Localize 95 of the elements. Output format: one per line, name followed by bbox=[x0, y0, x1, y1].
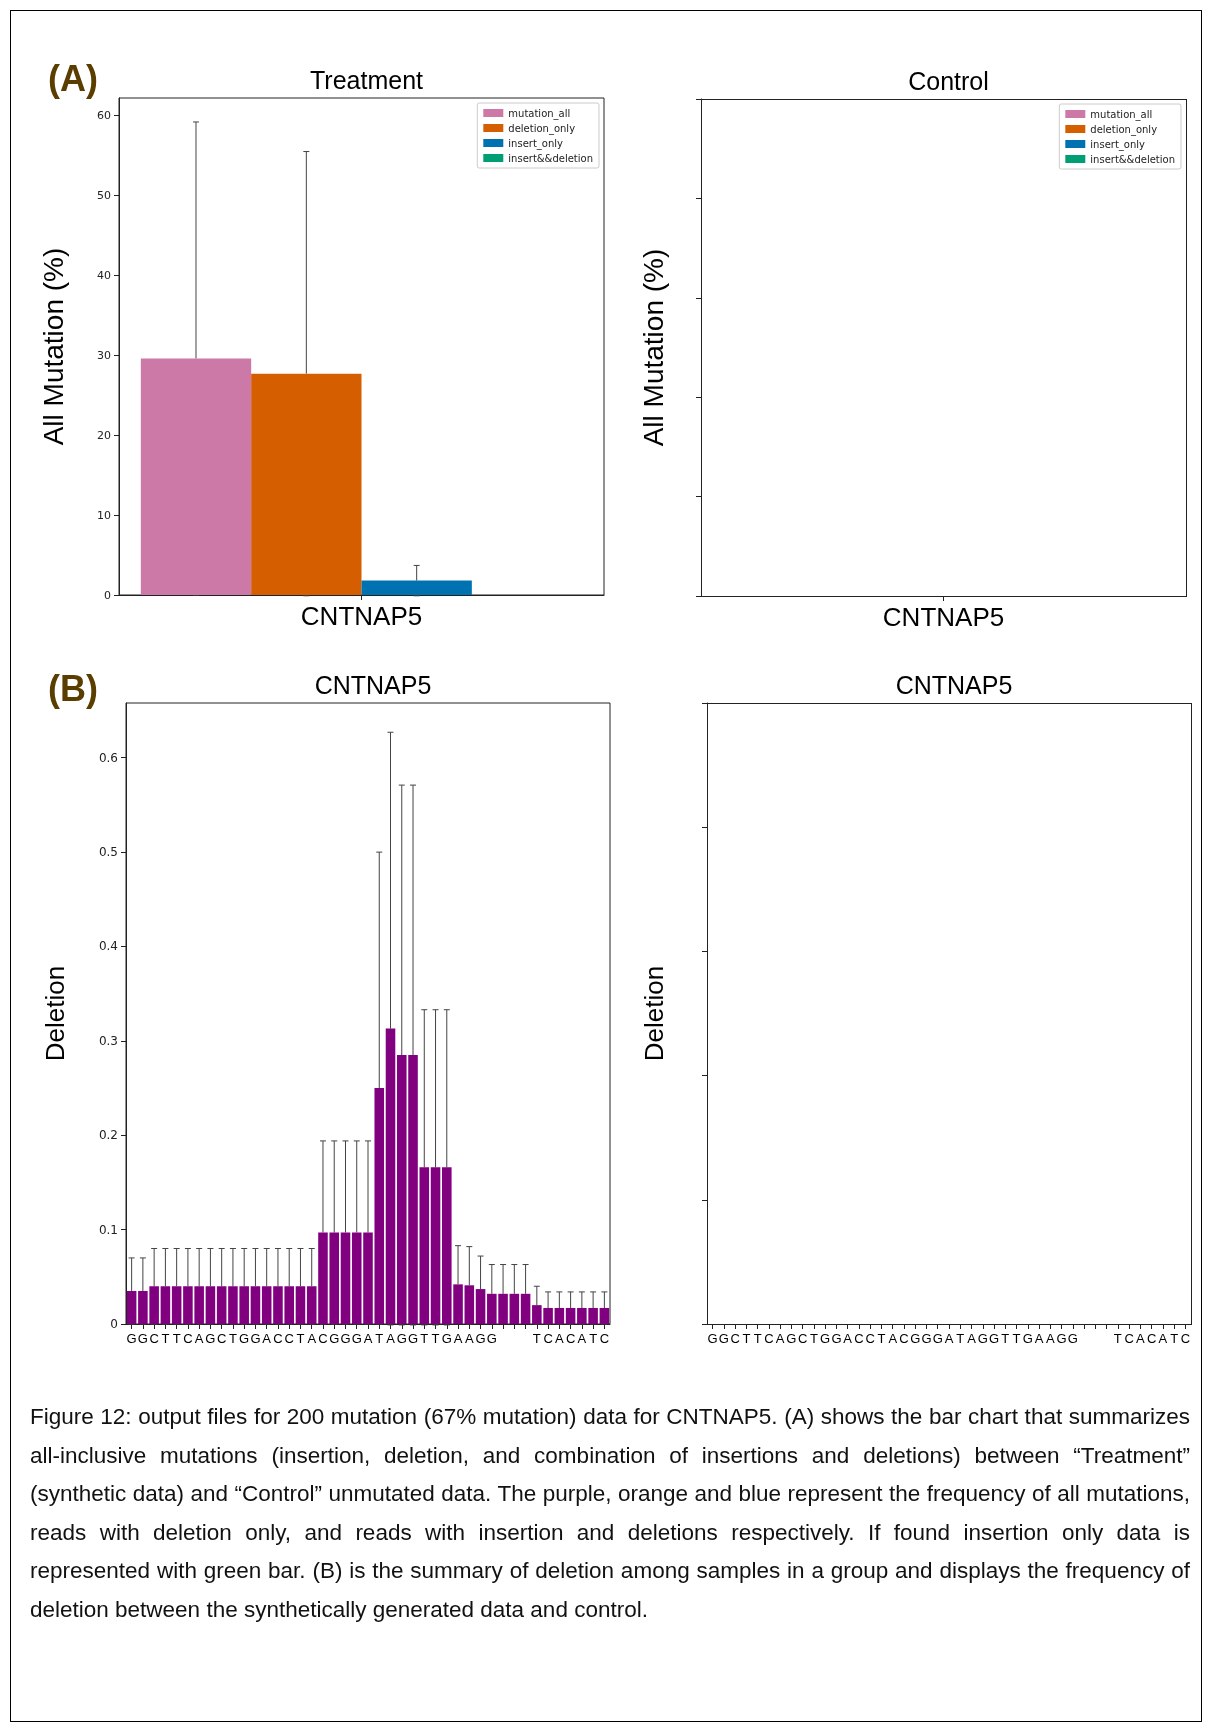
x-tick-label: A bbox=[386, 1331, 396, 1346]
caption: Figure 12: output files for 200 mutation (67% mutation) data for CNTNAP5. (A) shows the bar chart that summarizes all-inclusive mutations (insertion, deletion, and combination of insertions and deletions) between “Treatment” (synthetic data) and “Control” unmutated data. The purple, orange and blue represent the frequency of all mutations, reads with deletion only, and reads with insertion and deletions respectively. If found insertion only data is represented with green bar. (B) is the summary of deletion among samples in a group and displays the frequency of deletion between the synthetically generated data and control. bbox=[30, 1403, 1190, 1624]
y-tick-label: 20 bbox=[97, 428, 111, 442]
bar bbox=[565, 1307, 576, 1324]
legend-label: mutation_all bbox=[508, 107, 571, 120]
bar bbox=[171, 1286, 182, 1324]
legend-label: insert&&deletion bbox=[508, 152, 594, 164]
x-tick-label: G bbox=[126, 1331, 137, 1346]
bar bbox=[160, 1286, 171, 1324]
y-tick-label: 0 bbox=[104, 588, 111, 602]
x-tick-label: T bbox=[161, 1331, 170, 1346]
x-tick-label: C bbox=[599, 1331, 610, 1346]
x-tick-label: G bbox=[329, 1331, 340, 1346]
x-tick-label: T bbox=[375, 1331, 384, 1346]
x-tick-label: G bbox=[250, 1331, 261, 1346]
bar bbox=[126, 1290, 137, 1324]
bar bbox=[340, 1232, 351, 1324]
y-tick-label: 0.3 bbox=[98, 1033, 118, 1048]
legend-label: mutation_all bbox=[1090, 108, 1153, 121]
text: All Mutation (%) bbox=[637, 248, 669, 447]
bar bbox=[216, 1286, 227, 1324]
bar bbox=[251, 373, 362, 595]
bar bbox=[205, 1286, 216, 1324]
x-tick-label: A bbox=[363, 1331, 373, 1346]
x-tick-label: C bbox=[149, 1331, 159, 1346]
x-tick-label: C bbox=[273, 1331, 283, 1346]
x-tick-label: G bbox=[407, 1331, 419, 1346]
x-tick-label: A bbox=[555, 1331, 565, 1346]
x-tick-label: G bbox=[239, 1331, 250, 1346]
x-tick-label: C bbox=[284, 1331, 294, 1346]
bar bbox=[475, 1289, 486, 1324]
bar bbox=[140, 358, 252, 595]
y-tick-label: 0.1 bbox=[98, 1222, 118, 1237]
y-axis-title: All Mutation (%) bbox=[37, 247, 69, 446]
bar bbox=[520, 1293, 531, 1324]
y-tick-label: 0.4 bbox=[98, 939, 118, 954]
x-tick-label: A bbox=[307, 1331, 317, 1346]
x-tick-label: C bbox=[183, 1331, 193, 1346]
bar bbox=[430, 1167, 441, 1324]
x-tick-label: T bbox=[228, 1331, 237, 1346]
chart-title: Treatment bbox=[309, 65, 424, 94]
x-tick-label: A bbox=[453, 1331, 463, 1346]
y-tick-label: 0 bbox=[110, 1317, 118, 1331]
x-tick-label: A bbox=[262, 1331, 272, 1346]
x-tick-label: G bbox=[486, 1331, 497, 1346]
text: CNTNAP5 bbox=[895, 670, 1013, 699]
legend-label: deletion_only bbox=[1090, 123, 1158, 136]
x-tick-label: T bbox=[589, 1331, 598, 1346]
bar bbox=[361, 580, 472, 595]
legend-label: insert_only bbox=[508, 137, 564, 150]
bar bbox=[509, 1293, 520, 1324]
y-tick-label: 40 bbox=[97, 268, 111, 282]
x-tick-label: A bbox=[194, 1331, 204, 1346]
x-tick-label: T bbox=[296, 1331, 305, 1346]
chart-title: CNTNAP5 bbox=[314, 670, 432, 699]
y-tick-label: 0.6 bbox=[98, 750, 118, 765]
category-label: CNTNAP5 bbox=[882, 602, 1005, 632]
x-tick-label: G bbox=[340, 1331, 351, 1346]
x-tick-label: T bbox=[532, 1331, 541, 1346]
x-tick-label: T bbox=[431, 1331, 440, 1346]
x-tick-label: G bbox=[205, 1331, 216, 1346]
x-tick-label: T bbox=[420, 1331, 429, 1346]
x-tick-label: A bbox=[577, 1331, 587, 1346]
x-tick-label: G bbox=[475, 1331, 486, 1346]
x-tick-label: C bbox=[543, 1331, 553, 1346]
y-tick-label: 10 bbox=[97, 508, 111, 522]
bar bbox=[599, 1307, 610, 1324]
text: (B) bbox=[48, 667, 98, 709]
text: (A) bbox=[48, 57, 98, 99]
bar bbox=[464, 1285, 475, 1324]
text: Control bbox=[908, 66, 989, 95]
bar bbox=[250, 1286, 261, 1324]
y-tick-label: 60 bbox=[97, 109, 111, 123]
bar bbox=[554, 1307, 565, 1324]
legend-label: deletion_only bbox=[508, 122, 576, 135]
x-tick-label: C bbox=[565, 1331, 576, 1346]
bar bbox=[385, 1028, 396, 1324]
bar bbox=[295, 1286, 306, 1324]
x-tick-label: C bbox=[216, 1331, 227, 1346]
y-tick-label: 30 bbox=[97, 348, 111, 362]
legend-label: insert&&deletion bbox=[1090, 153, 1176, 165]
x-tick-label: G bbox=[137, 1331, 148, 1346]
x-tick-label: G bbox=[441, 1331, 452, 1346]
y-tick-label: 0.2 bbox=[98, 1128, 118, 1143]
x-tick-label: G bbox=[351, 1331, 362, 1346]
y-axis-title: Deletion bbox=[40, 965, 70, 1062]
y-tick-label: 0.5 bbox=[98, 845, 118, 860]
legend-label: insert_only bbox=[1090, 138, 1146, 151]
y-tick-label: 50 bbox=[97, 188, 111, 202]
x-tick-label: C bbox=[318, 1331, 328, 1346]
x-tick-label: A bbox=[464, 1331, 474, 1346]
bar bbox=[261, 1286, 272, 1324]
text: Deletion bbox=[639, 965, 669, 1062]
x-tick-label: G bbox=[396, 1331, 407, 1346]
x-tick-label: T bbox=[172, 1331, 181, 1346]
